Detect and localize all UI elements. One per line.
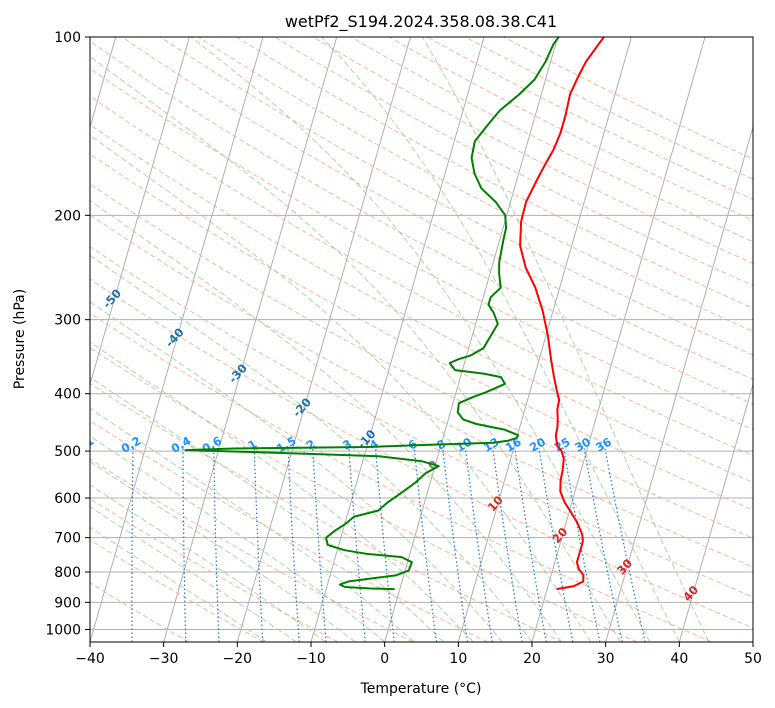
mixing-ratio-line [514, 448, 547, 642]
plot-frame [89, 36, 754, 643]
y-tick-label: 500 [54, 444, 81, 460]
mixing-ratio-label: 13 [481, 435, 502, 455]
dry-adiabat-line [90, 67, 753, 431]
mixing-ratio-label: 16 [503, 435, 524, 455]
x-tick-label: 40 [670, 651, 688, 667]
dry-adiabat-line [90, 498, 339, 642]
y-tick-label: 1000 [45, 622, 81, 638]
x-tick-label: 10 [449, 651, 467, 667]
mixing-ratio-line [182, 448, 187, 642]
moist-adiabat-line [421, 37, 710, 642]
dry-adiabat-line [90, 383, 563, 642]
y-axis-label: Pressure (hPa) [12, 289, 28, 389]
dry-adiabat-line [159, 37, 753, 356]
dry-adiabat-line [90, 40, 753, 405]
dry-adiabat-line [90, 95, 753, 457]
mixing-ratio-line [492, 448, 523, 642]
mixing-ratio-line [583, 448, 623, 642]
mixing-ratio-label: 20 [527, 435, 548, 455]
isotherm-gridline [90, 37, 264, 642]
moist-adiabat-line [90, 484, 326, 642]
x-axis-label: Temperature (°C) [360, 681, 482, 697]
moist-adiabat-line [90, 301, 503, 642]
mixing-ratio-label: 30 [572, 435, 593, 455]
isotherm-gridline [457, 37, 632, 642]
dry-adiabat-line [121, 37, 753, 380]
mixing-ratio-label: 0.1 [72, 433, 97, 455]
moist-adiabat-line [90, 407, 415, 642]
isotherm-gridline [236, 37, 411, 642]
mixing-ratio-line [131, 448, 134, 642]
moist-adiabat-line [90, 376, 444, 642]
mixing-ratio-line [213, 448, 220, 642]
y-tick-label: 400 [54, 387, 81, 403]
mixing-ratio-line [563, 448, 601, 642]
mixing-ratio-line [604, 448, 646, 642]
dry-adiabat-line [90, 420, 488, 642]
mixing-ratio-line [464, 448, 493, 642]
y-tick-label: 100 [54, 30, 81, 46]
dry-adiabat-line [90, 183, 753, 539]
x-tick-label: 50 [744, 651, 762, 667]
moist-adiabat-line [90, 254, 533, 642]
grid [90, 37, 753, 642]
dry-adiabat-line [90, 214, 753, 568]
plot-area: -100-90-80-70-60-50-40-30-20-10010203040… [72, 37, 753, 642]
moist-adiabat-line [90, 460, 356, 642]
y-tick-label: 800 [54, 565, 81, 581]
moist-adiabat-line [90, 341, 474, 642]
x-tick-label: −10 [296, 651, 326, 667]
mixing-ratio-lines [131, 448, 646, 642]
moist-adiabat-line [90, 55, 621, 642]
dry-adiabat-line [90, 582, 190, 642]
y-tick-label: 200 [54, 208, 81, 224]
isotherm-gridline [605, 125, 753, 642]
y-tick-label: 700 [54, 531, 81, 547]
x-axis: −40 −30 −20 −10 0 10 20 30 40 50 [75, 642, 762, 667]
moist-adiabat-line [90, 134, 592, 642]
isotherm-gridline [384, 37, 559, 642]
x-tick-label: −40 [75, 651, 105, 667]
moist-adiabat-line [321, 37, 680, 642]
isotherm-gridline [678, 382, 753, 642]
chart-title: wetPf2_S194.2024.358.08.38.C41 [285, 12, 557, 32]
dry-adiabat-line [90, 278, 753, 629]
isotherm-gridline [163, 37, 338, 642]
moist-adiabat-line [90, 435, 386, 642]
mixing-ratio-label: 36 [593, 435, 614, 455]
x-tick-label: 20 [523, 651, 541, 667]
isotherm-gridline [90, 37, 190, 387]
dry-adiabat-line [90, 312, 712, 642]
mixing-ratio-line [538, 448, 574, 642]
x-tick-label: −20 [223, 651, 253, 667]
mixing-ratio-line [442, 448, 469, 642]
moist-adiabat-line [190, 37, 651, 642]
sounding-series [184, 37, 606, 591]
y-tick-label: 300 [54, 313, 81, 329]
y-tick-label: 900 [54, 595, 81, 611]
y-axis: 100 200 300 400 500 600 700 800 900 1000 [45, 30, 90, 638]
x-tick-label: −30 [149, 651, 179, 667]
isotherm-gridline [310, 37, 485, 642]
y-tick-label: 600 [54, 491, 81, 507]
dewpoint-line [184, 37, 560, 591]
moist-adiabats [90, 37, 710, 642]
dry-adiabat-line [90, 347, 638, 642]
x-tick-label: 0 [380, 651, 389, 667]
temperature-line [519, 37, 606, 591]
x-tick-label: 30 [597, 651, 615, 667]
